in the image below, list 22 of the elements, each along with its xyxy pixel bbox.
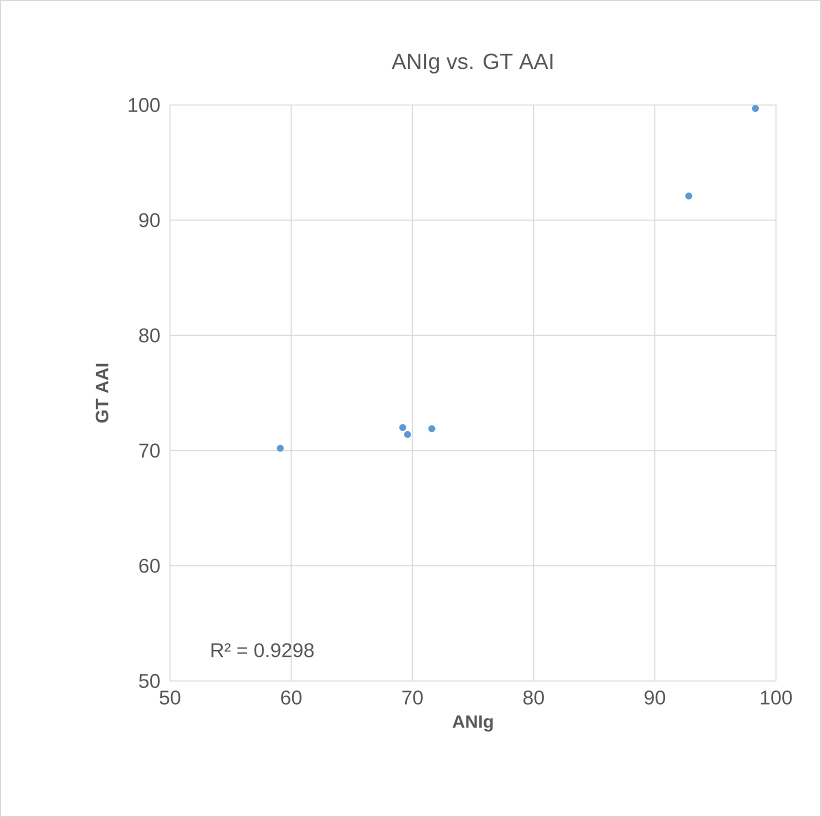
x-tick-label: 70 [402,690,423,705]
point [276,444,284,452]
x-tick-label: 90 [644,690,666,705]
point [404,430,412,438]
y-tick-label: 50 [139,674,160,688]
x-tick-label: 60 [281,690,302,705]
x-tick-label: 100 [760,690,792,705]
x-tick-label: 50 [160,690,180,705]
point [685,192,692,200]
x-tick-label: 80 [523,690,544,705]
y-tick-label: 100 [128,98,160,112]
x-axis-title: ANIg [452,715,493,732]
point [428,425,436,432]
point [752,104,759,112]
y-axis-title: GT AAI [96,364,108,423]
annotation: R² = 0.9298 [212,643,314,658]
y-tick-label: 80 [139,328,160,342]
point [399,424,406,432]
y-tick-label: 90 [139,213,160,228]
y-tick-label: 70 [139,444,160,458]
y-tick-label: 60 [139,558,160,573]
chart-title: ANIg vs. GT AAI [392,54,552,74]
